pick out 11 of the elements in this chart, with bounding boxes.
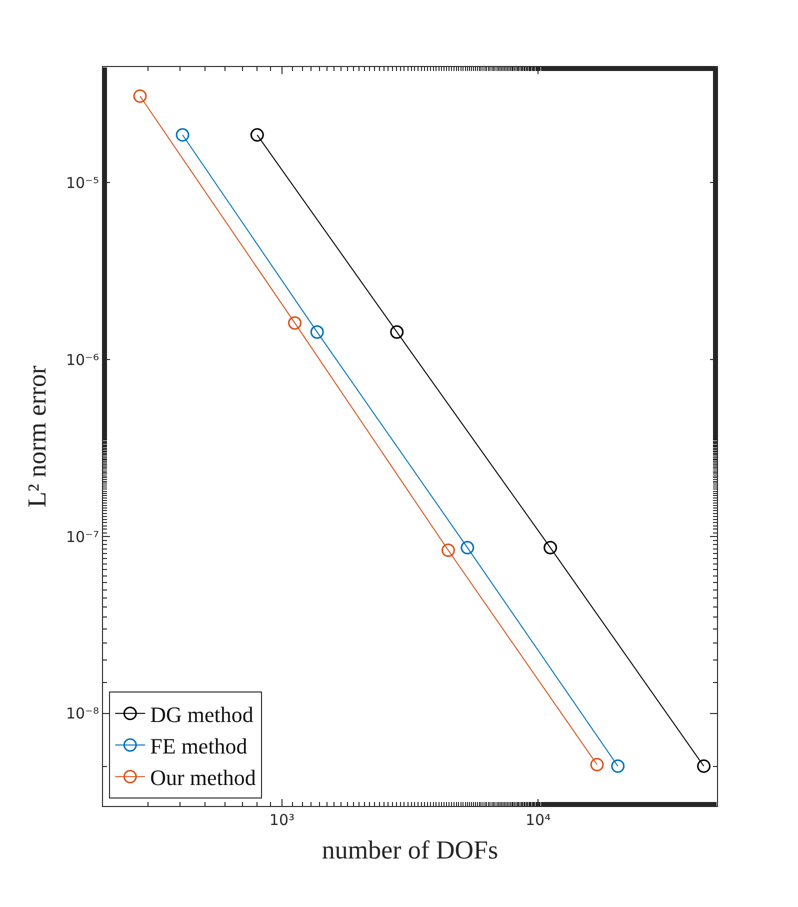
y-tick-label: 10⁻⁷ xyxy=(66,528,99,546)
legend-label: DG method xyxy=(150,702,254,727)
x-axis-title: number of DOFs xyxy=(322,836,498,865)
y-tick-label: 10⁻⁸ xyxy=(66,704,99,723)
legend-label: FE method xyxy=(150,734,248,759)
y-tick-label: 10⁻⁶ xyxy=(66,350,99,369)
legend-label: Our method xyxy=(150,765,256,790)
x-tick-label: 10⁴ xyxy=(525,811,551,829)
x-tick-label: 10³ xyxy=(269,811,295,829)
y-axis-title: L² norm error xyxy=(22,365,52,508)
y-tick-label: 10⁻⁵ xyxy=(66,174,99,192)
